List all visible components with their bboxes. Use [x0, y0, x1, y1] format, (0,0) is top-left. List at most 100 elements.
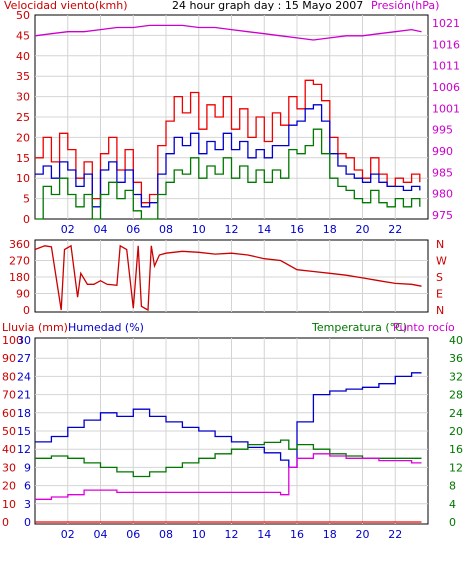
- temperature-axis-ticks: 0 4 8 12 16 20 24 28 32 36 40: [449, 334, 463, 529]
- wind-y-tick-label: 0: [23, 213, 30, 226]
- temperature-tick-label: 16: [449, 443, 463, 456]
- wind-x-tick-label: 16: [290, 223, 304, 236]
- humidity-series-line: [35, 372, 422, 469]
- wind-axis-ticks: 0 5 10 15 20 25 30 35 40 45 50: [16, 9, 30, 226]
- temperature-tick-label: 20: [449, 425, 463, 438]
- wind-y-tick-label: 25: [16, 111, 30, 124]
- climate-x-tick-label: 12: [225, 528, 239, 541]
- direction-degree-label: 90: [16, 288, 30, 301]
- dewpoint-label: Punto rocío: [393, 321, 455, 334]
- climate-x-tick-label: 18: [323, 528, 337, 541]
- wind-y-tick-label: 45: [16, 29, 30, 42]
- humidity-tick-label: 24: [17, 370, 31, 383]
- rain-tick-label: 80: [2, 370, 16, 383]
- humidity-tick-label: 6: [24, 480, 31, 493]
- temperature-tick-label: 32: [449, 370, 463, 383]
- temperature-tick-label: 40: [449, 334, 463, 347]
- climate-x-tick-label: 04: [94, 528, 108, 541]
- wind-panel-grid: [35, 15, 428, 219]
- climate-x-tick-label: 20: [356, 528, 370, 541]
- direction-panel-series: [34, 244, 422, 312]
- humidity-tick-label: 15: [17, 425, 31, 438]
- wind-x-tick-label: 22: [388, 223, 402, 236]
- pressure-y-tick-label: 985: [432, 166, 453, 179]
- pressure-y-tick-label: 1001: [432, 102, 460, 115]
- temperature-label: Temperatura (°C): [311, 321, 407, 334]
- rain-label: Lluvia (mm): [2, 321, 68, 334]
- pressure-y-tick-label: 1021: [432, 17, 460, 30]
- temperature-tick-label: 28: [449, 389, 463, 402]
- rain-tick-label: 0: [2, 516, 9, 529]
- climate-x-tick-label: 06: [126, 528, 140, 541]
- rain-tick-label: 90: [2, 352, 16, 365]
- pressure-y-tick-label: 1016: [432, 38, 460, 51]
- wind-x-tick-label: 06: [126, 223, 140, 236]
- humidity-tick-label: 0: [24, 516, 31, 529]
- climate-x-tick-label: 08: [159, 528, 173, 541]
- pressure-y-tick-label: 1011: [432, 60, 460, 73]
- pressure-y-tick-label: 1006: [432, 81, 460, 94]
- humidity-tick-label: 27: [17, 352, 31, 365]
- rain-tick-label: 30: [2, 461, 16, 474]
- rain-tick-label: 10: [2, 498, 16, 511]
- direction-compass-label: E: [436, 288, 443, 301]
- temperature-tick-label: 36: [449, 352, 463, 365]
- graph-title: 24 hour graph day : 15 Mayo 2007: [172, 0, 363, 12]
- rain-tick-label: 70: [2, 389, 16, 402]
- climate-x-tick-label: 16: [290, 528, 304, 541]
- wind-y-tick-label: 20: [16, 131, 30, 144]
- direction-series-line: [34, 244, 422, 312]
- pressure-y-tick-label: 980: [432, 188, 453, 201]
- climate-panel-series: [35, 372, 422, 523]
- direction-compass-label: N: [436, 238, 444, 251]
- direction-degree-label: 270: [9, 255, 30, 268]
- direction-compass-label: W: [436, 255, 447, 268]
- wind-x-tick-label: 02: [61, 223, 75, 236]
- wind-x-tick-label: 08: [159, 223, 173, 236]
- direction-degree-ticks: 0 90 180 270 360: [9, 238, 30, 317]
- humidity-tick-label: 3: [24, 498, 31, 511]
- wind-y-tick-label: 50: [16, 9, 30, 22]
- humidity-tick-label: 21: [17, 389, 31, 402]
- humidity-axis-ticks: 0 3 6 9 12 15 18 21 24 27 30: [17, 334, 31, 529]
- climate-x-tick-label: 22: [388, 528, 402, 541]
- temperature-tick-label: 0: [449, 516, 456, 529]
- wind-x-tick-label: 18: [323, 223, 337, 236]
- pressure-series-line: [34, 24, 422, 41]
- wind-x-tick-label: 04: [94, 223, 108, 236]
- wind-x-tick-label: 12: [225, 223, 239, 236]
- climate-x-tick-label: 10: [192, 528, 206, 541]
- wind-x-tick-label: 20: [356, 223, 370, 236]
- wind-x-tick-label: 14: [257, 223, 271, 236]
- climate-x-tick-label: 02: [61, 528, 75, 541]
- pressure-label: Presión(hPa): [371, 0, 439, 12]
- humidity-label: Humedad (%): [68, 321, 144, 334]
- direction-degree-label: 180: [9, 271, 30, 284]
- rain-axis-ticks: 0 10 20 30 40 50 60 70 80 90 100: [2, 334, 23, 529]
- min-series-line: [35, 128, 421, 220]
- wind-x-tick-label: 10: [192, 223, 206, 236]
- humidity-tick-label: 18: [17, 407, 31, 420]
- climate-panel-x-ticks: 02 04 06 08 10 12 14 16 18 20 22: [61, 528, 403, 541]
- wind-y-tick-label: 30: [16, 91, 30, 104]
- direction-degree-label: 0: [23, 304, 30, 317]
- wind-y-tick-label: 15: [16, 152, 30, 165]
- rain-tick-label: 100: [2, 334, 23, 347]
- dewpoint-series-line: [35, 453, 422, 500]
- rain-tick-label: 40: [2, 443, 16, 456]
- wind-y-tick-label: 35: [16, 70, 30, 83]
- temperature-tick-label: 12: [449, 461, 463, 474]
- wind-speed-label: Velocidad viento(kmh): [4, 0, 128, 12]
- wind-y-tick-label: 40: [16, 50, 30, 63]
- direction-degree-label: 360: [9, 238, 30, 251]
- wind-panel-x-ticks: 02 04 06 08 10 12 14 16 18 20 22: [61, 223, 403, 236]
- humidity-tick-label: 12: [17, 443, 31, 456]
- direction-panel-grid: [35, 240, 428, 312]
- rain-tick-label: 60: [2, 407, 16, 420]
- wind-y-tick-label: 10: [16, 172, 30, 185]
- direction-compass-label: S: [436, 271, 443, 284]
- direction-compass-label: N: [436, 304, 444, 317]
- temperature-tick-label: 4: [449, 498, 456, 511]
